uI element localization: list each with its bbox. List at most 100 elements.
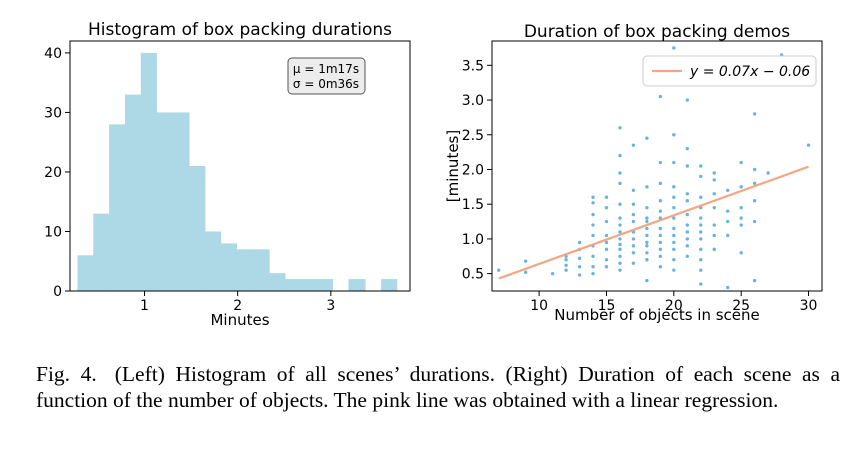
histogram-bar-4 [140, 52, 157, 292]
scatter-point-53 [631, 143, 636, 147]
scatter-ytick-label: 2.5 [462, 128, 484, 144]
scatter-point-31 [618, 261, 622, 265]
scatter-point-51 [631, 202, 636, 206]
scatter-point-139 [766, 171, 770, 175]
legend-label: y = 0.07x − 0.06 [689, 64, 810, 80]
scatter-point-138 [752, 112, 757, 116]
scatter-point-112 [699, 195, 703, 199]
scatter-point-86 [672, 195, 676, 199]
scatter-point-88 [672, 160, 676, 165]
scatter-point-109 [699, 223, 703, 227]
histogram-ytick-label: 0 [53, 284, 62, 300]
scatter-point-39 [618, 202, 622, 206]
scatter-ytick-label: 2.0 [462, 162, 484, 178]
histogram-title: Histogram of box packing durations [88, 20, 392, 40]
scatter-point-71 [658, 226, 663, 231]
figure-caption: Fig. 4. (Left) Histogram of all scenes’ d… [36, 361, 840, 413]
histogram-bar-8 [205, 231, 222, 291]
scatter-xlabel: Number of objects in scene [554, 306, 760, 324]
histogram-bar-2 [109, 124, 126, 291]
scatter-point-60 [645, 226, 649, 231]
scatter-point-125 [726, 209, 730, 213]
scatter-point-106 [699, 247, 703, 252]
scatter-point-141 [806, 143, 811, 147]
scatter-point-8 [577, 273, 582, 277]
histogram-ytick-label: 10 [44, 224, 62, 240]
histogram-bar-7 [189, 166, 206, 291]
scatter-point-78 [672, 268, 676, 272]
scatter-point-134 [752, 219, 757, 224]
scatter-xtick-label: 10 [530, 298, 548, 314]
scatter-point-97 [685, 199, 690, 203]
scatter-point-119 [712, 192, 716, 196]
scatter-point-25 [604, 240, 609, 245]
scatter-ytick-label: 1.5 [462, 197, 484, 213]
histogram-bar-17 [348, 279, 366, 291]
scatter-ytick-label: 3.0 [462, 93, 484, 109]
scatter-point-18 [591, 223, 595, 227]
scatter-point-61 [645, 219, 649, 224]
scatter-point-42 [618, 153, 622, 158]
scatter-point-40 [618, 181, 622, 186]
scatter-point-17 [591, 233, 595, 238]
scatter-point-65 [645, 136, 649, 140]
scatter-point-50 [631, 212, 636, 217]
scatter-point-30 [618, 268, 622, 272]
scatter-point-10 [577, 256, 582, 261]
scatter-point-28 [604, 205, 609, 210]
scatter-point-67 [658, 254, 663, 258]
scatter-point-105 [699, 258, 703, 262]
scatter-point-0 [497, 268, 501, 272]
histogram-xtick-label: 3 [326, 298, 335, 314]
scatter-point-124 [726, 219, 730, 224]
scatter-xtick-label: 30 [800, 298, 818, 314]
scatter-point-94 [685, 230, 690, 234]
scatter-point-26 [604, 233, 609, 238]
scatter-point-5 [564, 263, 568, 268]
scatter-point-47 [631, 237, 636, 241]
scatter-point-120 [712, 178, 716, 182]
scatter-point-113 [699, 174, 703, 179]
scatter-point-38 [618, 216, 622, 220]
histogram-bar-14 [301, 279, 318, 291]
scatter-point-110 [699, 216, 703, 220]
scatter-point-117 [712, 223, 716, 227]
histogram-mu-label: μ = 1m17s [293, 62, 359, 76]
caption-label: Fig. 4. [36, 362, 97, 386]
scatter-point-57 [645, 244, 649, 248]
scatter-point-62 [645, 216, 649, 220]
histogram-xlabel: Minutes [210, 311, 269, 329]
scatter-point-131 [739, 185, 743, 189]
scatter-point-95 [685, 223, 690, 227]
scatter-point-98 [685, 192, 690, 196]
scatter-point-115 [712, 247, 716, 252]
scatter-point-135 [752, 199, 757, 203]
scatter-point-76 [658, 160, 663, 165]
scatter-point-66 [658, 264, 663, 269]
scatter-ylabel: [minutes] [444, 130, 462, 202]
scatter-point-45 [631, 251, 636, 255]
scatter-point-32 [618, 254, 622, 258]
scatter-point-75 [658, 181, 663, 186]
scatter-point-96 [685, 212, 690, 217]
scatter-point-43 [618, 126, 622, 130]
scatter-point-92 [685, 244, 690, 248]
histogram-bar-3 [124, 94, 142, 291]
scatter-point-59 [645, 233, 649, 238]
scatter-point-122 [726, 285, 730, 290]
scatter-point-68 [658, 247, 663, 252]
scatter-point-126 [726, 188, 730, 193]
scatter-point-14 [591, 264, 595, 269]
histogram-axes-frame [69, 40, 411, 292]
scatter-point-116 [712, 233, 716, 238]
scatter-point-29 [604, 195, 609, 199]
scatter-point-13 [591, 271, 595, 276]
scatter-point-133 [752, 278, 757, 283]
scatter-point-121 [712, 171, 716, 175]
scatter-point-1 [523, 259, 528, 263]
scatter-point-12 [577, 240, 582, 245]
scatter-title: Duration of box packing demos [524, 22, 790, 42]
scatter-ytick-label: 1.0 [462, 232, 484, 248]
scatter-point-128 [739, 223, 743, 227]
scatter-point-3 [550, 271, 555, 276]
